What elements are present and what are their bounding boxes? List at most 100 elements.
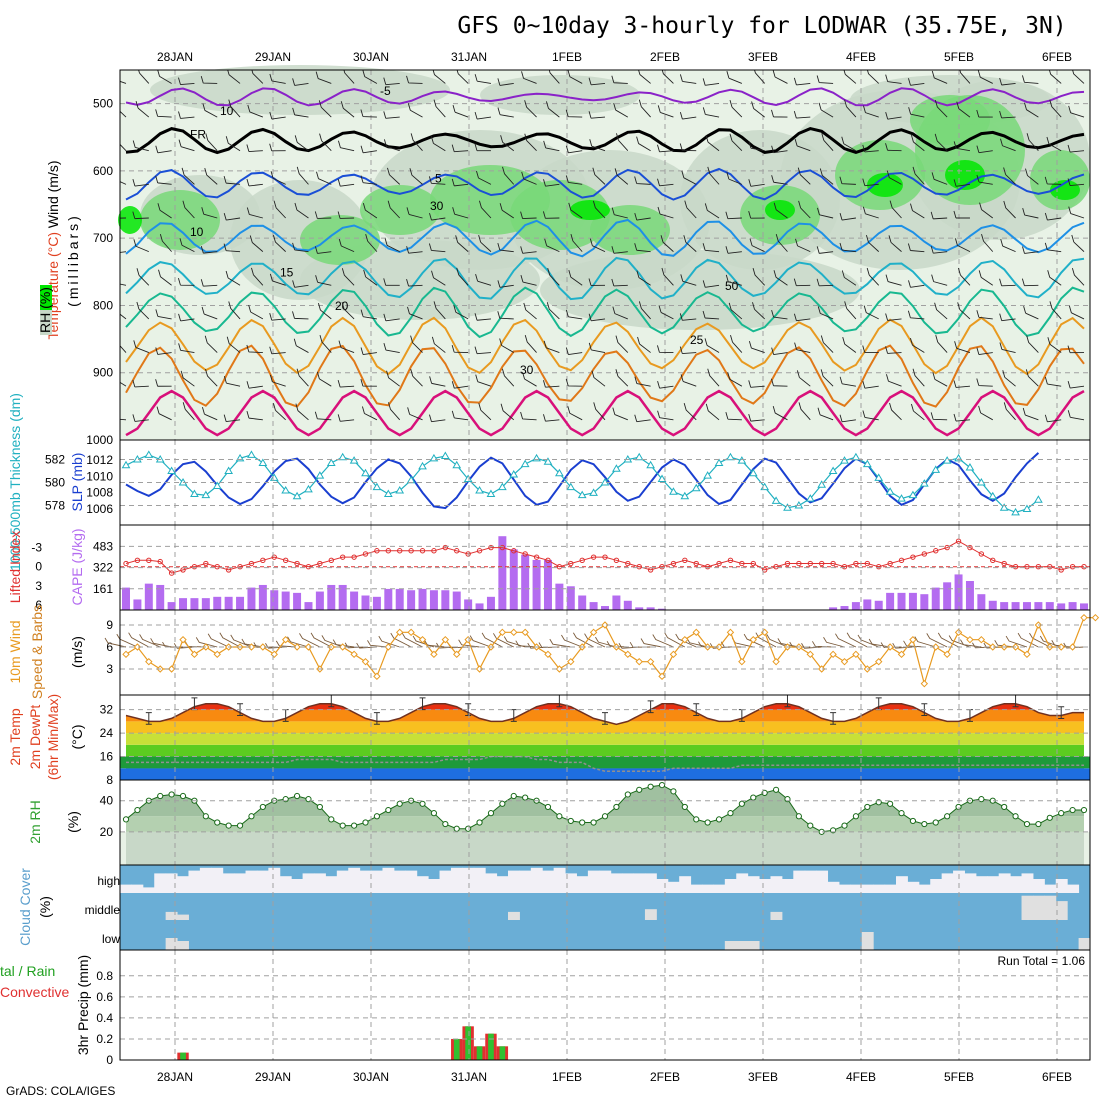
wind-speed-marker bbox=[989, 643, 997, 651]
cape-panel: 161 322 483 -3 0 3 6 Lifted Index CAPE (J/kg) bbox=[7, 528, 1090, 612]
wind-barb bbox=[954, 238, 971, 253]
wind-barb bbox=[793, 110, 811, 119]
li-marker bbox=[385, 548, 392, 554]
wind-barb bbox=[588, 313, 606, 322]
wind-barb bbox=[589, 238, 606, 253]
rh-region bbox=[1030, 150, 1090, 210]
wind-barb bbox=[613, 102, 629, 118]
li-marker bbox=[351, 554, 357, 560]
wind-speed-marker bbox=[1068, 643, 1077, 651]
thickness-marker bbox=[840, 456, 849, 464]
wind-barb bbox=[1044, 176, 1062, 185]
wind-barb bbox=[839, 414, 856, 423]
isotherm-FR bbox=[125, 127, 1085, 155]
wind-barb bbox=[679, 74, 697, 84]
wind-barb bbox=[524, 100, 537, 118]
wind-barb bbox=[406, 75, 423, 84]
li-marker bbox=[796, 560, 802, 567]
wind-barb bbox=[657, 206, 674, 219]
wind-tick-3: 3 bbox=[106, 662, 113, 676]
cape-bar bbox=[601, 606, 609, 610]
wind-barb bbox=[246, 144, 263, 152]
wind-barb bbox=[360, 378, 377, 387]
wind-barb bbox=[316, 171, 332, 185]
wind-barb bbox=[155, 347, 172, 355]
wind-speed-marker bbox=[259, 643, 267, 651]
cape-bar bbox=[578, 595, 587, 610]
wind-speed-marker bbox=[932, 643, 940, 651]
isotherm-35 bbox=[125, 389, 1085, 437]
wind-barb bbox=[120, 345, 127, 353]
wind-barb bbox=[249, 235, 264, 252]
isotherm-10 bbox=[125, 218, 1085, 258]
cape-bar bbox=[988, 600, 997, 610]
wind-barb bbox=[499, 338, 514, 353]
cape-bar bbox=[156, 584, 165, 610]
isotherm-label-10: 10 bbox=[190, 225, 204, 239]
wind-speed-marker bbox=[133, 643, 142, 651]
wind-barb bbox=[910, 403, 925, 421]
thickness-marker bbox=[304, 484, 313, 493]
wind-barb bbox=[570, 233, 583, 252]
wind-barb bbox=[201, 207, 218, 219]
wind-barb bbox=[500, 135, 515, 152]
date-tick-top-30JAN: 30JAN bbox=[353, 50, 389, 64]
wind-barb bbox=[409, 168, 423, 185]
wind-barb bbox=[360, 109, 377, 118]
wind-barb bbox=[773, 202, 788, 219]
wind-barb bbox=[474, 74, 492, 84]
rh-marker bbox=[624, 791, 631, 798]
cloud-panel: high middle low Cloud Cover (%) bbox=[17, 865, 1091, 950]
wind-barb bbox=[158, 269, 172, 286]
wind-speed-marker bbox=[715, 643, 723, 651]
wind-barb bbox=[816, 246, 834, 254]
wind-barb bbox=[683, 402, 697, 421]
wind-barb bbox=[773, 270, 788, 286]
wind-speed-marker bbox=[875, 657, 883, 666]
wind-barb bbox=[1067, 380, 1085, 389]
li-marker bbox=[967, 544, 973, 551]
cloud-high-cell bbox=[850, 884, 863, 893]
cold-band bbox=[120, 768, 1090, 780]
wind10m-barb bbox=[1017, 632, 1039, 648]
li-marker bbox=[556, 564, 563, 570]
rh-marker bbox=[567, 817, 574, 825]
wind-barb bbox=[338, 238, 355, 253]
li-ylabel: Lifted Index bbox=[7, 531, 23, 603]
cape-bar bbox=[829, 607, 838, 610]
wind-barb bbox=[730, 335, 743, 353]
cloud-high-cell bbox=[667, 881, 680, 893]
wind-barb bbox=[748, 414, 765, 422]
thickness-marker bbox=[555, 468, 564, 477]
wind-barb bbox=[886, 374, 902, 387]
wind-barb bbox=[360, 347, 377, 355]
thickness-marker bbox=[201, 490, 211, 499]
rh-marker bbox=[590, 819, 597, 826]
wind-barb bbox=[953, 210, 970, 219]
wind-barb bbox=[1003, 402, 1016, 421]
wind-barb bbox=[202, 103, 218, 118]
li-marker bbox=[362, 551, 369, 557]
wind-barb bbox=[656, 345, 674, 353]
cloud-high-cell bbox=[154, 873, 167, 893]
wind-barb bbox=[634, 414, 651, 423]
wind-barb bbox=[796, 370, 811, 387]
rh-marker bbox=[636, 786, 643, 793]
wind-speed-marker bbox=[1080, 613, 1088, 622]
wind-barb bbox=[1003, 200, 1016, 219]
wind-barb bbox=[475, 274, 492, 286]
cape-bar bbox=[407, 590, 416, 610]
rh-marker bbox=[465, 825, 472, 832]
rh-marker bbox=[544, 803, 552, 811]
wind-barb bbox=[839, 376, 856, 387]
wind-barb bbox=[1067, 410, 1085, 421]
wind10m-barb bbox=[960, 639, 982, 648]
wind-speed-marker bbox=[350, 650, 358, 659]
cape-bar bbox=[931, 587, 940, 610]
wind-barb bbox=[771, 347, 788, 356]
wind-barb bbox=[977, 70, 993, 84]
wind-barb bbox=[135, 100, 150, 118]
cape-bar bbox=[840, 606, 849, 610]
li-marker bbox=[613, 557, 620, 564]
wind-barb bbox=[338, 340, 355, 353]
